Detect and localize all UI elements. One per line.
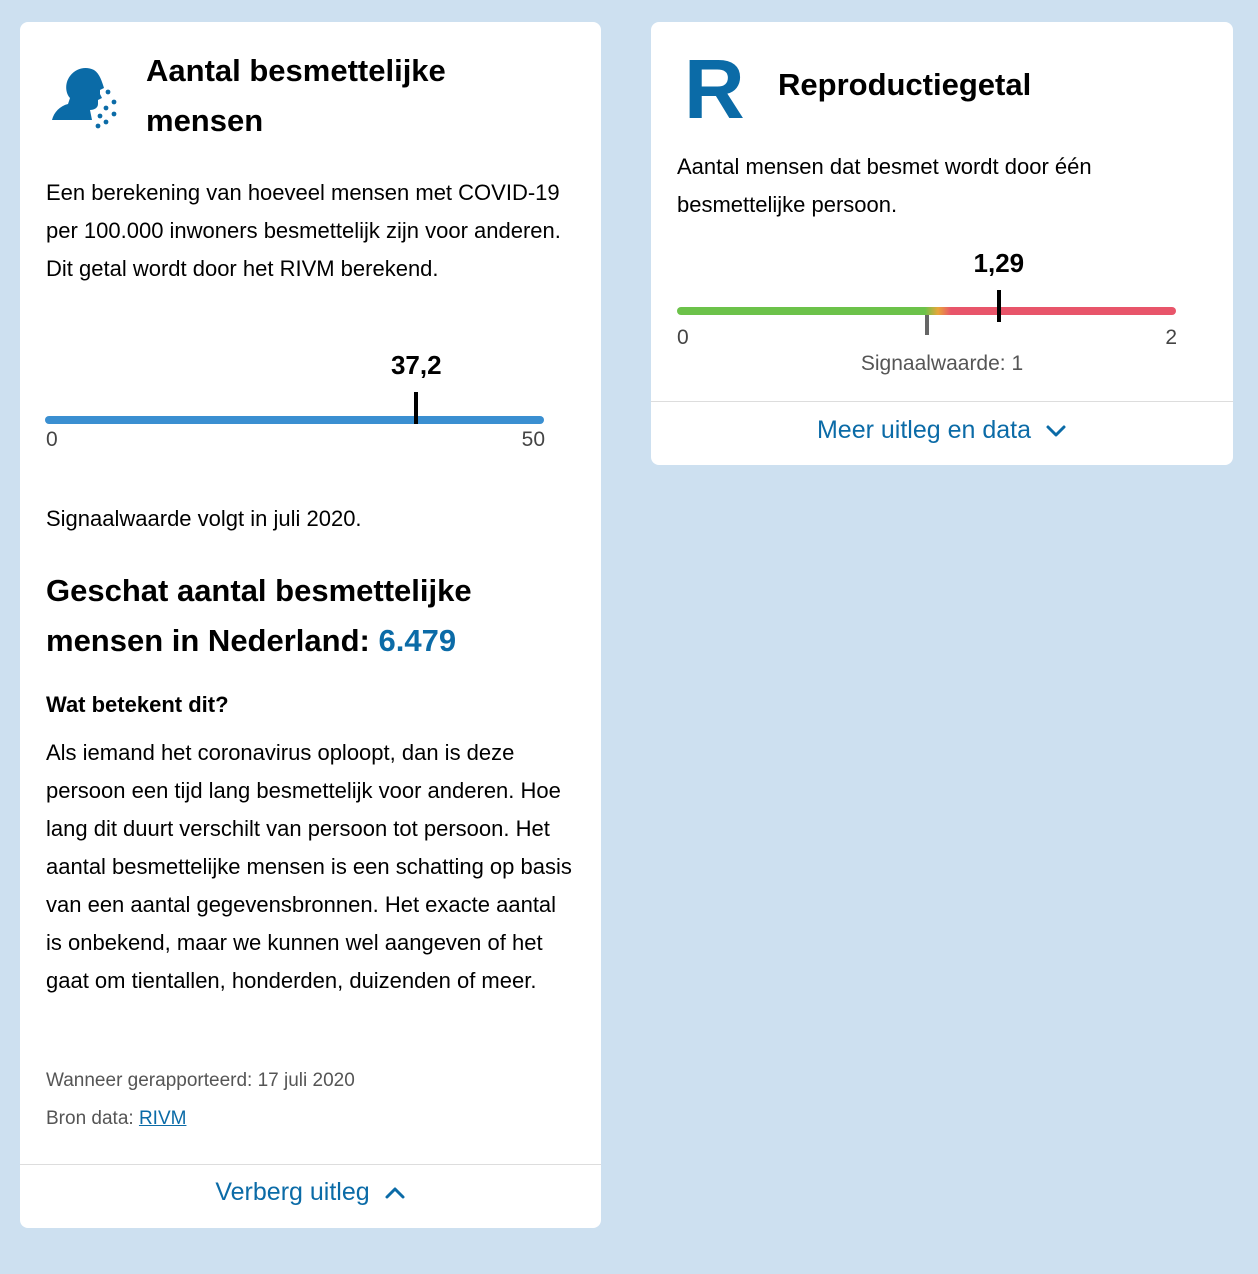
gauge-marker [414, 392, 419, 424]
signal-tick [924, 315, 929, 335]
chevron-up-icon [385, 1187, 405, 1198]
reported-date: Wanneer gerapporteerd: 17 juli 2020 [46, 1070, 355, 1091]
r-letter-icon: R [684, 42, 745, 136]
divider [20, 1164, 601, 1165]
more-info-button[interactable]: Meer uitleg en data [651, 416, 1233, 445]
toggle-label: Meer uitleg en data [816, 416, 1032, 444]
gauge-bar-bad [951, 307, 1176, 315]
card-description: Een berekening van hoeveel mensen met CO… [46, 180, 561, 281]
gauge-max-label: 50 [521, 428, 545, 451]
gauge-bar-transition [925, 307, 951, 315]
card-title: Aantal besmettelijke mensen [146, 53, 446, 138]
source-data: Bron data: RIVM [46, 1108, 186, 1130]
estimate: Geschat aantal besmettelijke mensen in N… [46, 566, 586, 666]
person-coughing-icon [52, 68, 117, 129]
estimate-label: Geschat aantal besmettelijke mensen in N… [46, 573, 472, 658]
gauge-marker [996, 290, 1001, 322]
explanation-body: Als iemand het coronavirus oploopt, dan … [46, 740, 572, 993]
gauge-value: 37,2 [390, 350, 442, 380]
gauge-value: 1,29 [973, 248, 1025, 278]
estimate-value: 6.479 [378, 623, 457, 658]
hide-explanation-button[interactable]: Verberg uitleg [20, 1178, 601, 1207]
gauge-bar [45, 416, 544, 424]
card-description: Aantal mensen dat besmet wordt door één … [677, 154, 1092, 217]
reproduction-number-card: R Reproductiegetal Aantal mensen dat bes… [651, 22, 1233, 465]
signal-label: Signaalwaarde: 1 [860, 352, 1024, 375]
explanation-heading: Wat betekent dit? [46, 692, 229, 717]
divider [651, 401, 1233, 402]
source-link[interactable]: RIVM [138, 1108, 187, 1129]
card-title: Reproductiegetal [778, 67, 1032, 102]
gauge-min-label: 0 [677, 326, 689, 349]
gauge-max-label: 2 [1165, 326, 1177, 349]
signal-text: Signaalwaarde volgt in juli 2020. [46, 506, 362, 531]
gauge-bar-good [677, 307, 925, 315]
gauge-min-label: 0 [46, 428, 58, 451]
chevron-down-icon [1046, 425, 1066, 436]
toggle-label: Verberg uitleg [215, 1178, 370, 1206]
source-label: Bron data: [46, 1108, 134, 1129]
infectious-people-card: Aantal besmettelijke mensen Een berekeni… [20, 22, 601, 1228]
